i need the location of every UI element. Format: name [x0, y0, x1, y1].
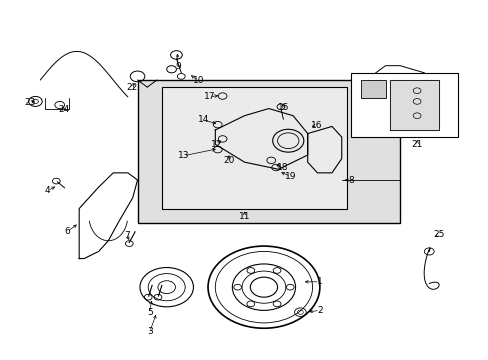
Text: 18: 18	[276, 163, 287, 172]
Text: 22: 22	[126, 83, 137, 92]
Text: 2: 2	[316, 306, 322, 315]
Text: 9: 9	[175, 62, 181, 71]
Text: 17: 17	[203, 92, 215, 101]
Text: 4: 4	[45, 186, 50, 195]
Text: 6: 6	[64, 227, 70, 236]
Text: 8: 8	[348, 176, 354, 185]
Text: 25: 25	[432, 230, 444, 239]
Text: 1: 1	[316, 277, 322, 286]
Polygon shape	[389, 80, 438, 130]
Text: 11: 11	[238, 212, 250, 221]
Text: 15: 15	[277, 103, 288, 112]
Text: 19: 19	[285, 172, 296, 181]
Text: 23: 23	[24, 98, 35, 107]
Text: 20: 20	[223, 156, 234, 165]
Text: 5: 5	[146, 308, 152, 317]
Text: 16: 16	[310, 121, 322, 130]
Text: 21: 21	[410, 140, 422, 149]
FancyBboxPatch shape	[137, 80, 399, 223]
Text: 12: 12	[210, 140, 222, 149]
Text: 7: 7	[123, 231, 129, 240]
Text: 10: 10	[192, 76, 203, 85]
FancyBboxPatch shape	[351, 73, 458, 137]
Polygon shape	[361, 80, 385, 98]
FancyBboxPatch shape	[162, 87, 346, 208]
Text: 3: 3	[146, 327, 152, 336]
Text: 24: 24	[58, 105, 69, 114]
Text: 13: 13	[178, 151, 189, 160]
Text: 14: 14	[197, 116, 208, 125]
